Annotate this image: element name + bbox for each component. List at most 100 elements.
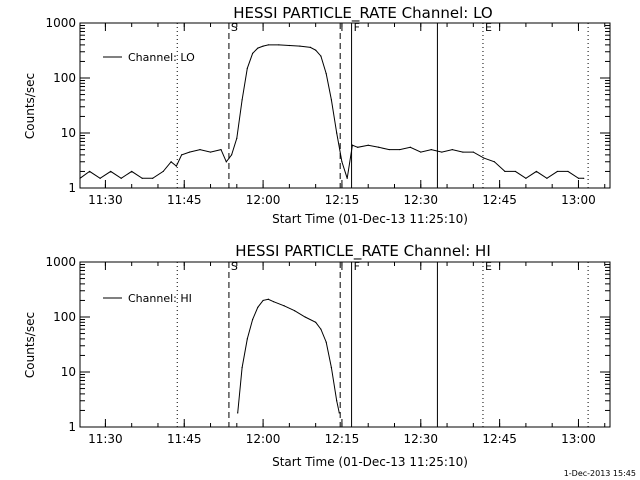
x-tick-label: 13:00 <box>561 193 596 207</box>
data-point <box>546 177 548 179</box>
data-point <box>441 151 443 153</box>
data-point <box>99 177 101 179</box>
data-point <box>346 177 348 179</box>
axis-ticks: 11:30 11:45 12:00 12:15 12:30 12:45 13:00 1 10 10… <box>45 255 610 446</box>
data-point <box>273 301 275 303</box>
y-tick-label: 100 <box>53 71 76 85</box>
y-axis-label: Counts/sec <box>23 312 37 378</box>
data-point <box>283 305 285 307</box>
data-point <box>299 45 301 47</box>
data-point <box>220 148 222 151</box>
footer-timestamp: 1-Dec-2013 15:45 <box>564 469 636 478</box>
plot-frame <box>79 22 611 189</box>
data-point <box>325 73 327 75</box>
data-point <box>141 177 143 179</box>
data-point <box>341 161 343 163</box>
series-line <box>237 298 340 414</box>
data-point <box>131 170 133 173</box>
x-tick-label: 12:30 <box>403 193 438 207</box>
data-point <box>330 367 333 369</box>
data-point <box>188 151 191 153</box>
data-point <box>451 148 453 151</box>
data-point <box>525 177 527 179</box>
data-point <box>89 170 91 173</box>
data-point <box>120 177 122 179</box>
data-point <box>79 177 81 179</box>
event-marker-label: F <box>354 21 360 34</box>
data-point <box>162 170 164 173</box>
data-point <box>267 44 269 46</box>
data-point <box>556 170 559 173</box>
data-point <box>262 299 264 302</box>
data-point <box>338 412 340 414</box>
x-tick-label: 13:00 <box>561 432 596 446</box>
data-point <box>236 137 238 139</box>
data-point <box>267 298 269 300</box>
event-marker-label: S <box>231 260 238 273</box>
chart-title: HESSI PARTICLE_RATE Channel: HI <box>235 242 491 261</box>
x-tick-label: 12:00 <box>246 432 281 446</box>
data-point <box>278 44 280 46</box>
x-tick-label: 12:45 <box>482 432 517 446</box>
data-point <box>315 49 317 51</box>
data-point <box>336 132 338 134</box>
y-tick-label: 10 <box>61 126 76 140</box>
x-axis-label: Start Time (01-Dec-13 11:25:10) <box>272 455 468 469</box>
data-point <box>241 367 243 369</box>
x-axis-label: Start Time (01-Dec-13 11:25:10) <box>272 212 468 226</box>
x-tick-label: 11:45 <box>167 432 202 446</box>
data-point <box>472 151 474 153</box>
y-tick-label: 1 <box>68 181 76 195</box>
x-tick-label: 12:30 <box>403 432 438 446</box>
x-tick-label: 12:00 <box>246 193 281 207</box>
y-tick-label: 10 <box>61 365 76 379</box>
data-point <box>483 157 485 159</box>
data-point <box>320 55 322 57</box>
data-point <box>399 148 401 151</box>
x-tick-label: 11:45 <box>167 193 202 207</box>
data-point <box>330 99 333 101</box>
data-point <box>170 161 172 163</box>
x-tick-label: 12:45 <box>482 193 517 207</box>
data-point <box>535 170 538 173</box>
series-layer <box>237 298 340 414</box>
event-marker-label: E <box>485 260 492 273</box>
data-point <box>304 316 306 318</box>
data-point <box>294 310 296 312</box>
data-point <box>583 177 585 179</box>
data-point <box>577 177 580 179</box>
data-point <box>199 148 201 151</box>
legend-label: Channel: HI <box>128 292 192 305</box>
chart-title: HESSI PARTICLE_RATE Channel: LO <box>233 4 492 23</box>
axis-ticks: 11:30 11:45 12:00 12:15 12:30 12:45 13:00 1 10 10… <box>45 16 610 207</box>
event-marker-label: F <box>354 260 360 273</box>
y-tick-label: 1 <box>68 420 76 434</box>
data-point <box>257 47 259 49</box>
data-point <box>420 151 422 153</box>
x-tick-label: 12:15 <box>325 432 360 446</box>
data-point <box>462 151 464 153</box>
series-layer <box>79 44 585 179</box>
data-point <box>378 146 380 148</box>
data-point <box>325 341 327 343</box>
chart-panel-hi: HESSI PARTICLE_RATE Channel: HI Start Ti… <box>23 242 611 469</box>
event-marker-label: S <box>231 21 238 34</box>
data-point <box>388 148 390 151</box>
plot-frame <box>79 261 611 428</box>
data-point <box>430 148 432 151</box>
data-point <box>309 46 311 49</box>
data-point <box>567 170 569 173</box>
data-point <box>409 146 411 148</box>
data-point <box>230 154 233 156</box>
data-point <box>225 161 227 163</box>
event-marker-label: E <box>485 21 492 34</box>
series-line <box>79 44 584 179</box>
data-point <box>251 52 254 55</box>
data-point <box>320 328 322 330</box>
data-point <box>152 177 154 179</box>
data-point <box>288 44 290 47</box>
data-point <box>351 144 354 146</box>
data-point <box>514 170 516 173</box>
